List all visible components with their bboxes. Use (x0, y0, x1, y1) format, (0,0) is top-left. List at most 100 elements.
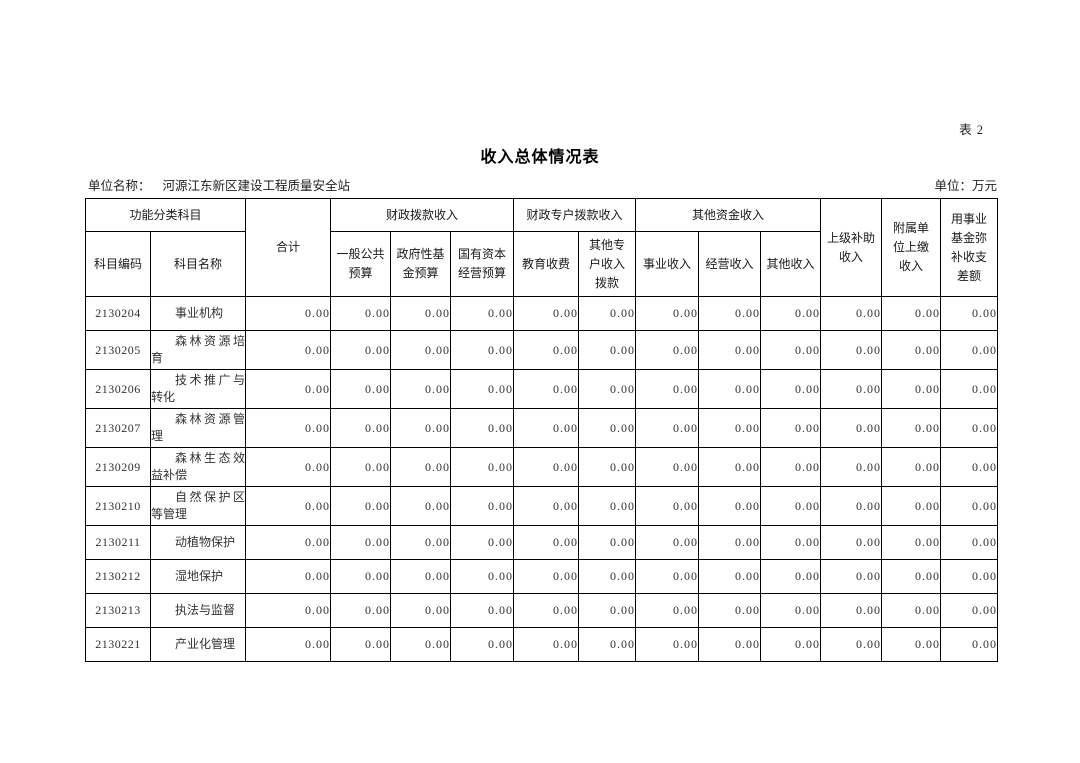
col-header-education-fee: 教育收费 (513, 231, 580, 297)
value-cell: 0.00 (820, 408, 883, 448)
value-cell: 0.00 (245, 559, 332, 594)
table-row: 2130210 自然保护区等管理 0.00 0.00 0.00 0.00 0.00 0.00 0… (85, 486, 999, 526)
table-row: 2130207 森林资源管理 0.00 0.00 0.00 0.00 0.00 0.00 0.0… (85, 408, 999, 448)
value-cell: 0.00 (578, 525, 637, 560)
value-cell: 0.00 (760, 296, 822, 331)
col-header-state-capital-budget: 国有资本 经营预算 (450, 231, 515, 297)
value-cell: 0.00 (245, 369, 332, 409)
table-row: 2130213 执法与监督 0.00 0.00 0.00 0.00 0.00 0.00 0.00… (85, 593, 999, 628)
value-cell: 0.00 (330, 486, 392, 526)
value-cell: 0.00 (881, 296, 942, 331)
value-cell: 0.00 (578, 627, 637, 662)
value-cell: 0.00 (635, 559, 700, 594)
value-cell: 0.00 (760, 486, 822, 526)
subject-name-cell: 森林生态效益补偿 (149, 447, 247, 487)
subject-code-cell: 2130205 (85, 330, 151, 370)
col-group-other-funds-income: 其他资金收入 (635, 198, 822, 232)
subject-name-cell: 技术推广与转化 (149, 369, 247, 409)
value-cell: 0.00 (330, 447, 392, 487)
value-cell: 0.00 (760, 559, 822, 594)
table-row: 2130221 产业化管理 0.00 0.00 0.00 0.00 0.00 0.00 0.00… (85, 627, 999, 662)
value-cell: 0.00 (513, 447, 580, 487)
value-cell: 0.00 (330, 369, 392, 409)
value-cell: 0.00 (390, 369, 452, 409)
value-cell: 0.00 (513, 330, 580, 370)
subject-code-cell: 2130209 (85, 447, 151, 487)
value-cell: 0.00 (578, 447, 637, 487)
table-row: 2130206 技术推广与转化 0.00 0.00 0.00 0.00 0.00 0.00 0.… (85, 369, 999, 409)
subject-name-cell: 自然保护区等管理 (149, 486, 247, 526)
subject-code-cell: 2130204 (85, 296, 151, 331)
col-header-government-fund-budget: 政府性基 金预算 (390, 231, 452, 297)
value-cell: 0.00 (820, 447, 883, 487)
value-cell: 0.00 (820, 486, 883, 526)
value-cell: 0.00 (635, 408, 700, 448)
value-cell: 0.00 (578, 408, 637, 448)
value-cell: 0.00 (245, 593, 332, 628)
table-row: 2130211 动植物保护 0.00 0.00 0.00 0.00 0.00 0.00 0.00… (85, 525, 999, 560)
value-cell: 0.00 (450, 525, 515, 560)
value-cell: 0.00 (881, 559, 942, 594)
value-cell: 0.00 (390, 525, 452, 560)
value-cell: 0.00 (940, 525, 999, 560)
value-cell: 0.00 (245, 486, 332, 526)
value-cell: 0.00 (881, 369, 942, 409)
value-cell: 0.00 (245, 447, 332, 487)
value-cell: 0.00 (330, 330, 392, 370)
value-cell: 0.00 (940, 593, 999, 628)
value-cell: 0.00 (330, 408, 392, 448)
subject-name-cell: 湿地保护 (149, 559, 247, 594)
header-row-columns: 科目编码 科目名称 一般公共 预算 政府性基 金预算 国有资本 经营预算 教育收… (85, 231, 998, 297)
col-header-subject-code: 科目编码 (85, 231, 151, 297)
unit-name-label: 单位名称： (88, 179, 151, 193)
value-cell: 0.00 (450, 559, 515, 594)
subject-name-cell: 动植物保护 (149, 525, 247, 560)
header-row-groups: 功能分类科目 合计 财政拨款收入 财政专户拨款收入 其他资金收入 上级补助 收入… (84, 198, 999, 297)
value-cell: 0.00 (635, 369, 700, 409)
table-row: 2130205 森林资源培育 0.00 0.00 0.00 0.00 0.00 0.00 0.0… (85, 330, 999, 370)
value-cell: 0.00 (698, 408, 762, 448)
value-cell: 0.00 (881, 593, 942, 628)
value-cell: 0.00 (635, 627, 700, 662)
value-cell: 0.00 (513, 627, 580, 662)
value-cell: 0.00 (760, 408, 822, 448)
subject-code-cell: 2130212 (85, 559, 151, 594)
value-cell: 0.00 (390, 593, 452, 628)
col-group-functional-classification: 功能分类科目 (84, 198, 247, 232)
value-cell: 0.00 (635, 447, 700, 487)
col-header-other-income: 其他收入 (760, 231, 822, 297)
col-header-business-income: 事业收入 (635, 231, 700, 297)
value-cell: 0.00 (245, 408, 332, 448)
col-header-superior-subsidy-income: 上级补助 收入 (820, 198, 883, 297)
value-cell: 0.00 (760, 627, 822, 662)
value-cell: 0.00 (390, 447, 452, 487)
col-header-general-public-budget: 一般公共 预算 (330, 231, 392, 297)
value-cell: 0.00 (698, 627, 762, 662)
table-row: 2130204 事业机构 0.00 0.00 0.00 0.00 0.00 0.00 0.00 0… (85, 296, 999, 331)
value-cell: 0.00 (450, 330, 515, 370)
value-cell: 0.00 (513, 296, 580, 331)
value-cell: 0.00 (820, 593, 883, 628)
value-cell: 0.00 (513, 486, 580, 526)
value-cell: 0.00 (940, 330, 999, 370)
subject-code-cell: 2130213 (85, 593, 151, 628)
subject-name-cell: 产业化管理 (149, 627, 247, 662)
col-header-operating-income: 经营收入 (698, 231, 762, 297)
value-cell: 0.00 (881, 408, 942, 448)
value-cell: 0.00 (940, 447, 999, 487)
value-cell: 0.00 (513, 525, 580, 560)
value-cell: 0.00 (881, 627, 942, 662)
value-cell: 0.00 (245, 525, 332, 560)
value-cell: 0.00 (330, 525, 392, 560)
col-group-fiscal-appropriation-income: 财政拨款收入 (330, 198, 515, 232)
value-cell: 0.00 (390, 296, 452, 331)
col-header-fund-offset-balance: 用事业 基金弥 补收支 差额 (940, 198, 999, 297)
col-header-subject-name: 科目名称 (149, 231, 247, 297)
value-cell: 0.00 (820, 369, 883, 409)
value-cell: 0.00 (330, 593, 392, 628)
value-cell: 0.00 (578, 296, 637, 331)
value-cell: 0.00 (578, 330, 637, 370)
col-header-other-special-account: 其他专 户收入 拨款 (578, 231, 637, 297)
value-cell: 0.00 (881, 525, 942, 560)
subject-code-cell: 2130206 (85, 369, 151, 409)
